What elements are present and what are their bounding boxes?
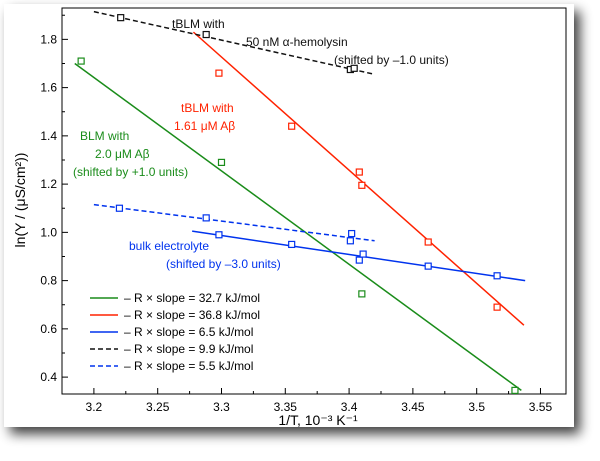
x-tick-label: 3.5	[468, 400, 485, 414]
data-points	[77, 14, 519, 394]
data-point	[217, 158, 226, 166]
y-tick-label: 1.6	[40, 81, 57, 95]
y-tick-label: 1.4	[40, 129, 57, 143]
y-axis-title: ln(Y / (μS/cm²))	[12, 153, 28, 248]
data-point	[202, 214, 210, 222]
data-point	[424, 262, 432, 270]
plot-area	[61, 7, 567, 395]
legend-label: – R × slope = 6.5 kJ/mol	[124, 325, 253, 339]
x-tick-label: 3.35	[274, 400, 298, 414]
legend-label: – R × slope = 9.9 kJ/mol	[124, 342, 253, 356]
data-point	[346, 237, 354, 245]
x-tick-label: 3.55	[529, 400, 553, 414]
data-point	[358, 181, 366, 189]
data-point	[77, 57, 85, 65]
x-tick-label: 3.3	[213, 400, 230, 414]
data-point	[288, 240, 296, 249]
chart-card	[4, 4, 574, 427]
data-point	[215, 69, 223, 77]
legend-label: – R × slope = 32.7 kJ/mol	[124, 291, 260, 305]
data-point	[359, 250, 367, 258]
data-point	[288, 122, 296, 130]
legend-label: – R × slope = 36.8 kJ/mol	[124, 308, 260, 322]
data-point	[355, 256, 363, 264]
data-point	[202, 30, 210, 39]
legend: – R × slope = 32.7 kJ/mol – R × slope = …	[90, 291, 260, 373]
x-tick-label: 3.25	[146, 400, 170, 414]
y-tick-label: 1.8	[40, 32, 57, 46]
y-tick-label: 0.6	[40, 322, 57, 336]
data-point	[350, 64, 358, 72]
data-point	[355, 168, 363, 176]
fit-line	[192, 31, 525, 326]
fit-line	[74, 62, 522, 391]
data-point	[215, 231, 223, 239]
data-point	[493, 272, 501, 280]
y-tick-label: 1.0	[40, 225, 57, 239]
data-point	[115, 204, 124, 212]
annotation-bulk-electrolyte: bulk electrolyte (shifted by –3.0 units)	[129, 239, 281, 271]
axes: 3.2 3.25 3.3 3.35 3.4 3.45 3.5 3.55 0.4 0.6 0.8 1.0…	[40, 14, 553, 414]
x-axis-title: 1/T, 10⁻³ K⁻¹	[278, 412, 358, 428]
fit-lines	[74, 10, 526, 391]
data-point	[348, 229, 356, 238]
data-point	[358, 290, 366, 298]
fit-line	[192, 230, 526, 282]
x-tick-label: 3.45	[401, 400, 425, 414]
annotation-blm-abeta: BLM with 2.0 μM Aβ (shifted by +1.0 unit…	[73, 129, 188, 179]
annotation-tblm-abeta: tBLM with 1.61 μM Aβ	[174, 101, 237, 133]
y-tick-label: 0.4	[40, 370, 57, 384]
legend-label: – R × slope = 5.5 kJ/mol	[124, 359, 253, 373]
fit-line	[93, 203, 375, 242]
annotation-hemolysin: tBLM with 50 nM α-hemolysin (shifted by …	[172, 17, 449, 67]
data-point	[424, 238, 432, 246]
y-tick-label: 1.2	[40, 177, 57, 191]
data-point	[117, 14, 125, 22]
x-tick-label: 3.4	[341, 400, 358, 414]
data-point	[493, 303, 501, 311]
y-tick-label: 0.8	[40, 274, 57, 288]
x-tick-label: 3.2	[86, 400, 103, 414]
data-point	[511, 386, 519, 394]
